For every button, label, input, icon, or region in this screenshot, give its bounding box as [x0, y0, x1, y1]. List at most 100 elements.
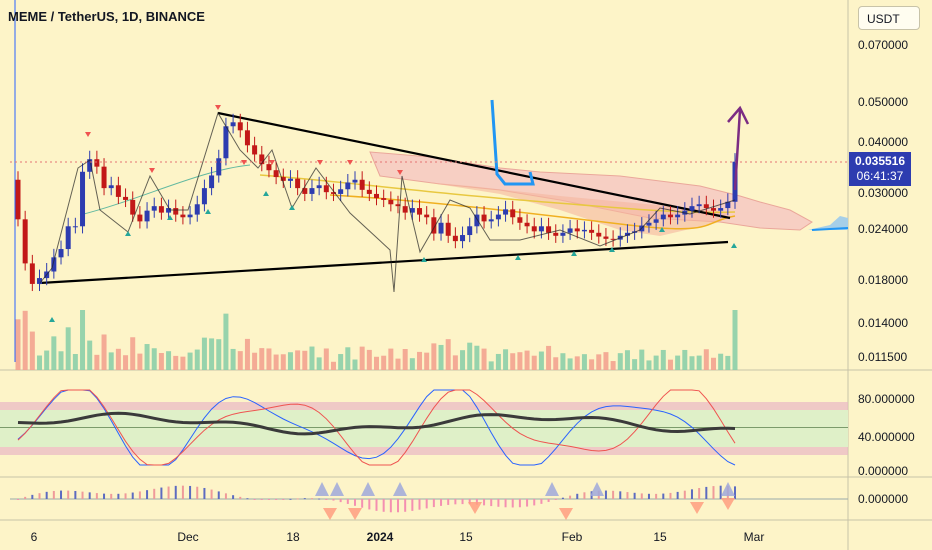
buy-marker — [731, 243, 737, 248]
macd-histogram-bar — [612, 490, 615, 499]
volume-bar — [624, 350, 630, 370]
time-tick-label: 2024 — [367, 530, 394, 544]
currency-button[interactable]: USDT — [858, 6, 920, 30]
volume-bar — [194, 349, 200, 370]
volume-bar — [553, 357, 559, 370]
buy-marker — [263, 191, 269, 196]
macd-histogram-bar — [734, 486, 736, 499]
macd-up-marker — [590, 482, 604, 496]
buy-marker — [125, 231, 131, 236]
candle — [158, 206, 164, 213]
volume-bar — [216, 339, 222, 370]
candle — [610, 238, 616, 240]
macd-histogram-bar — [131, 492, 134, 499]
candle — [295, 178, 301, 189]
candle — [87, 159, 93, 172]
macd-up-marker — [545, 482, 559, 496]
volume-bar — [431, 343, 437, 370]
volume-bar — [209, 338, 215, 370]
macd-histogram-bar — [296, 498, 299, 500]
candle — [359, 179, 365, 190]
volume-bar — [503, 349, 509, 370]
macd-histogram-bar — [461, 499, 464, 505]
candle — [366, 189, 372, 194]
macd-up-marker — [315, 482, 329, 496]
macd-histogram-bar — [511, 499, 514, 508]
macd-histogram-bar — [440, 499, 443, 506]
candle — [187, 214, 193, 218]
macd-histogram-bar — [712, 486, 715, 499]
candle — [259, 154, 265, 165]
macd-histogram-bar — [325, 499, 328, 500]
macd-histogram-bar — [647, 493, 650, 499]
macd-histogram-bar — [583, 492, 586, 499]
macd-histogram-bar — [153, 488, 156, 499]
volume-bar — [531, 355, 537, 370]
macd-histogram-bar — [167, 486, 170, 499]
candle — [51, 257, 57, 272]
candle — [223, 126, 229, 159]
volume-bar — [445, 339, 451, 370]
volume-bar — [567, 358, 573, 370]
rsi-tick-label: 80.000000 — [858, 392, 915, 406]
volume-bar — [180, 356, 186, 370]
volume-bar — [295, 350, 301, 370]
macd-histogram-bar — [518, 499, 521, 508]
candle — [646, 222, 652, 226]
macd-histogram-bar — [346, 499, 349, 504]
volume-bar — [667, 359, 673, 370]
macd-up-marker — [721, 482, 735, 496]
bar-countdown: 06:41:37 — [856, 169, 904, 183]
macd-histogram-bar — [146, 490, 149, 499]
candle — [675, 214, 681, 218]
candle — [495, 214, 501, 220]
volume-bar — [309, 346, 315, 370]
volume-bar — [682, 349, 688, 370]
candle — [574, 228, 580, 232]
candle — [216, 158, 222, 176]
macd-histogram-bar — [454, 499, 457, 505]
last-price-tag: 0.035516 06:41:37 — [849, 152, 911, 186]
volume-bar — [725, 355, 731, 370]
volume-bar — [366, 349, 372, 370]
candle — [72, 226, 78, 228]
volume-bar — [266, 348, 272, 370]
macd-histogram-bar — [339, 499, 342, 503]
volume-bar — [144, 344, 150, 370]
candle — [531, 226, 537, 232]
volume-bar — [381, 355, 387, 370]
volume-bar — [259, 348, 265, 370]
volume-bar — [252, 352, 258, 370]
sell-marker — [149, 168, 155, 173]
macd-histogram-bar — [389, 499, 392, 513]
macd-histogram-bar — [88, 492, 91, 499]
candle — [481, 214, 487, 222]
time-tick-label: 18 — [286, 530, 300, 544]
volume-bar — [660, 349, 666, 370]
buy-marker — [167, 215, 173, 220]
candle — [130, 199, 136, 215]
candle — [388, 199, 394, 205]
descending-trendline — [217, 111, 731, 220]
macd-histogram-bar — [447, 499, 450, 505]
candle — [108, 185, 114, 189]
macd-histogram-bar — [497, 499, 500, 507]
macd-histogram-bar — [318, 498, 321, 500]
volume-bar — [603, 352, 609, 370]
macd-histogram-bar — [260, 499, 263, 500]
macd-histogram-bar — [368, 499, 371, 510]
ascending-trendline — [39, 240, 729, 285]
volume-bar — [72, 354, 78, 370]
candle — [524, 222, 530, 227]
volume-bar — [374, 356, 379, 370]
volume-bar — [230, 348, 236, 370]
macd-histogram-bar — [74, 490, 77, 499]
volume-bar — [223, 313, 229, 370]
candle — [309, 188, 315, 194]
volume-bar — [151, 348, 157, 370]
candle — [417, 208, 423, 215]
macd-histogram-bar — [303, 498, 306, 500]
sell-marker — [317, 160, 323, 165]
rsi-line — [17, 411, 736, 436]
